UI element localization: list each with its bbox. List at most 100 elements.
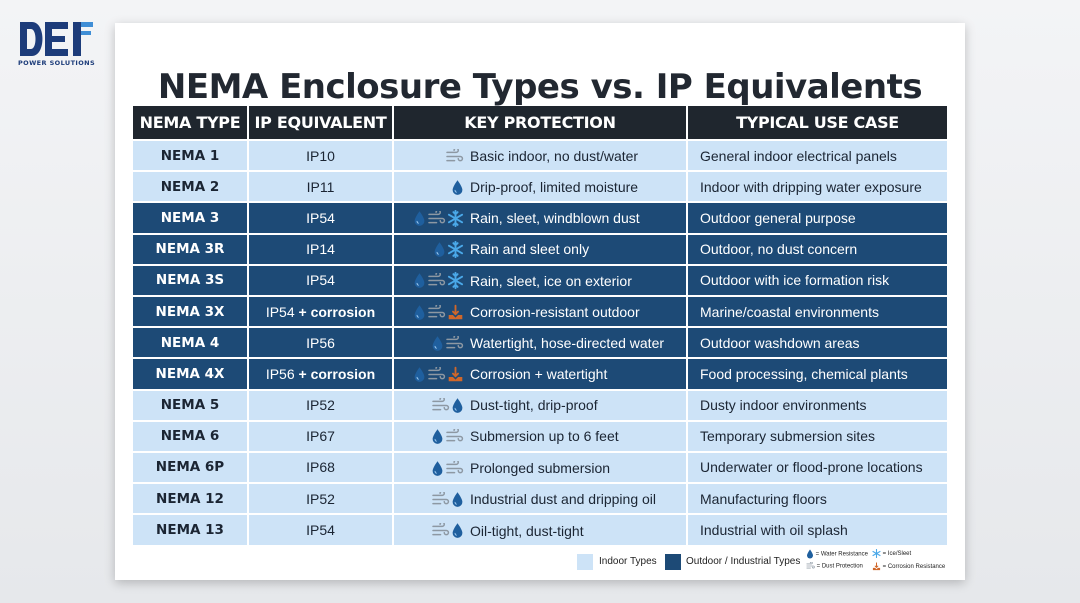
table-row: NEMA 12 IP52 Industrial dust and dripping … bbox=[133, 482, 947, 515]
protection-text: Drip-proof, limited moisture bbox=[470, 178, 639, 195]
cell-typical-use-case: Outdoor washdown areas bbox=[687, 326, 947, 359]
cell-key-protection: Rain, sleet, ice on exterior bbox=[393, 263, 688, 296]
ip-code: IP14 bbox=[306, 241, 335, 258]
protection-icons bbox=[394, 334, 468, 352]
key-ice: = Ice/Sleet bbox=[872, 548, 912, 559]
water-drop-icon bbox=[414, 367, 425, 382]
ip-code: IP54 bbox=[265, 303, 295, 320]
protection-icons bbox=[394, 459, 468, 477]
protection-text: Rain and sleet only bbox=[470, 241, 590, 258]
cell-ip-equivalent: IP56 + corrosion bbox=[248, 357, 394, 390]
key-corrosion: = Corrosion Resistance bbox=[872, 562, 945, 571]
cell-nema-type: NEMA 4 bbox=[133, 326, 249, 359]
water-drop-icon bbox=[414, 273, 425, 289]
protection-icons bbox=[394, 427, 468, 446]
table-row: NEMA 3S IP54 Rain, sleet, ice on exterior O… bbox=[133, 263, 947, 296]
protection-text: Dust-tight, drip-proof bbox=[470, 397, 598, 414]
ip-code: IP54 bbox=[306, 272, 335, 289]
protection-icons bbox=[394, 396, 468, 414]
water-drop-icon bbox=[432, 336, 443, 351]
water-drop-icon bbox=[432, 460, 443, 476]
protection-icons bbox=[394, 147, 468, 165]
protection-text: Rain, sleet, ice on exterior bbox=[470, 272, 632, 289]
cell-ip-equivalent: IP11 bbox=[248, 170, 394, 203]
table-row: NEMA 6 IP67 Submersion up to 6 feet Tempora… bbox=[133, 419, 947, 452]
chart-card: NEMA Enclosure Types vs. IP Equivalents … bbox=[115, 23, 965, 580]
water-drop-icon bbox=[807, 549, 813, 559]
cell-typical-use-case: Dusty indoor environments bbox=[687, 388, 947, 421]
snowflake-icon bbox=[447, 241, 464, 259]
dust-icon bbox=[446, 427, 464, 442]
cell-key-protection: Rain, sleet, windblown dust bbox=[393, 201, 688, 234]
snowflake-icon bbox=[447, 272, 464, 290]
dust-icon bbox=[432, 490, 450, 505]
key-dust-label: = Dust Protection bbox=[816, 563, 863, 570]
cell-key-protection: Drip-proof, limited moisture bbox=[393, 170, 688, 203]
table-row: NEMA 3R IP14 Rain and sleet only Outdoor, n… bbox=[133, 232, 947, 265]
key-water-label: = Water Resistance bbox=[815, 551, 868, 558]
cell-typical-use-case: Industrial with oil splash bbox=[687, 513, 947, 546]
protection-icons bbox=[394, 240, 468, 259]
cell-nema-type: NEMA 5 bbox=[133, 388, 249, 421]
header-key-protection: KEY PROTECTION bbox=[393, 106, 688, 140]
dust-icon bbox=[428, 209, 446, 224]
protection-icons bbox=[394, 521, 468, 540]
header-ip-equivalent: IP EQUIVALENT bbox=[248, 106, 394, 140]
cell-ip-equivalent: IP54 bbox=[248, 201, 394, 234]
cell-key-protection: Industrial dust and dripping oil bbox=[393, 482, 688, 515]
snowflake-icon bbox=[872, 548, 881, 559]
key-ice-label: = Ice/Sleet bbox=[882, 551, 912, 558]
corrosion-icon bbox=[872, 562, 881, 571]
cell-nema-type: NEMA 3R bbox=[133, 232, 249, 265]
cell-ip-equivalent: IP10 bbox=[248, 138, 394, 172]
cell-ip-equivalent: IP68 bbox=[248, 450, 394, 484]
cell-nema-type: NEMA 2 bbox=[133, 170, 249, 203]
water-drop-icon bbox=[452, 523, 463, 539]
cell-nema-type: NEMA 6P bbox=[133, 450, 249, 484]
cell-ip-equivalent: IP54 + corrosion bbox=[248, 294, 394, 328]
key-dust: = Dust Protection bbox=[806, 561, 863, 570]
cell-nema-type: NEMA 4X bbox=[133, 357, 249, 390]
water-drop-icon bbox=[432, 429, 443, 445]
dust-icon bbox=[428, 303, 446, 318]
cell-nema-type: NEMA 6 bbox=[133, 419, 249, 452]
cell-nema-type: NEMA 3S bbox=[133, 263, 249, 296]
protection-text: Prolonged submersion bbox=[470, 459, 611, 476]
ip-code: IP52 bbox=[306, 397, 335, 414]
cell-key-protection: Submersion up to 6 feet bbox=[393, 419, 688, 452]
water-drop-icon bbox=[414, 211, 425, 226]
protection-icons bbox=[394, 365, 468, 383]
ip-code: IP56 bbox=[265, 365, 295, 382]
protection-text: Corrosion-resistant outdoor bbox=[470, 303, 640, 320]
ip-corrosion-note: + corrosion bbox=[298, 303, 376, 320]
table-row: NEMA 13 IP54 Oil-tight, dust-tight Industri… bbox=[133, 513, 947, 546]
cell-key-protection: Corrosion-resistant outdoor bbox=[393, 294, 688, 328]
legend-outdoor-swatch bbox=[665, 554, 681, 570]
ip-code: IP68 bbox=[306, 459, 335, 476]
water-drop-icon bbox=[452, 180, 463, 195]
table-row: NEMA 6P IP68 Prolonged submersion Underwate… bbox=[133, 450, 947, 484]
protection-text: Basic indoor, no dust/water bbox=[470, 148, 639, 165]
corrosion-icon bbox=[448, 366, 463, 382]
table-row: NEMA 5 IP52 Dust-tight, drip-proof Dusty in… bbox=[133, 388, 947, 421]
cell-key-protection: Oil-tight, dust-tight bbox=[393, 513, 688, 546]
protection-text: Watertight, hose-directed water bbox=[470, 334, 665, 351]
protection-text: Rain, sleet, windblown dust bbox=[470, 210, 640, 227]
dust-icon bbox=[432, 521, 450, 536]
protection-icons bbox=[394, 490, 468, 508]
cell-key-protection: Dust-tight, drip-proof bbox=[393, 388, 688, 421]
nema-table: NEMA TYPE IP EQUIVALENT KEY PROTECTION T… bbox=[133, 106, 947, 546]
protection-text: Industrial dust and dripping oil bbox=[470, 490, 657, 507]
cell-ip-equivalent: IP54 bbox=[248, 263, 394, 296]
dust-icon bbox=[446, 459, 464, 473]
water-drop-icon bbox=[452, 398, 463, 413]
cell-typical-use-case: Indoor with dripping water exposure bbox=[687, 170, 947, 203]
cell-ip-equivalent: IP14 bbox=[248, 232, 394, 265]
ip-code: IP10 bbox=[306, 147, 335, 164]
ip-code: IP54 bbox=[306, 209, 335, 226]
cell-typical-use-case: Underwater or flood-prone locations bbox=[687, 450, 947, 484]
protection-icons bbox=[394, 178, 468, 196]
ip-code: IP54 bbox=[306, 522, 335, 539]
ip-code: IP52 bbox=[306, 490, 335, 507]
key-corrosion-label: = Corrosion Resistance bbox=[882, 564, 946, 571]
